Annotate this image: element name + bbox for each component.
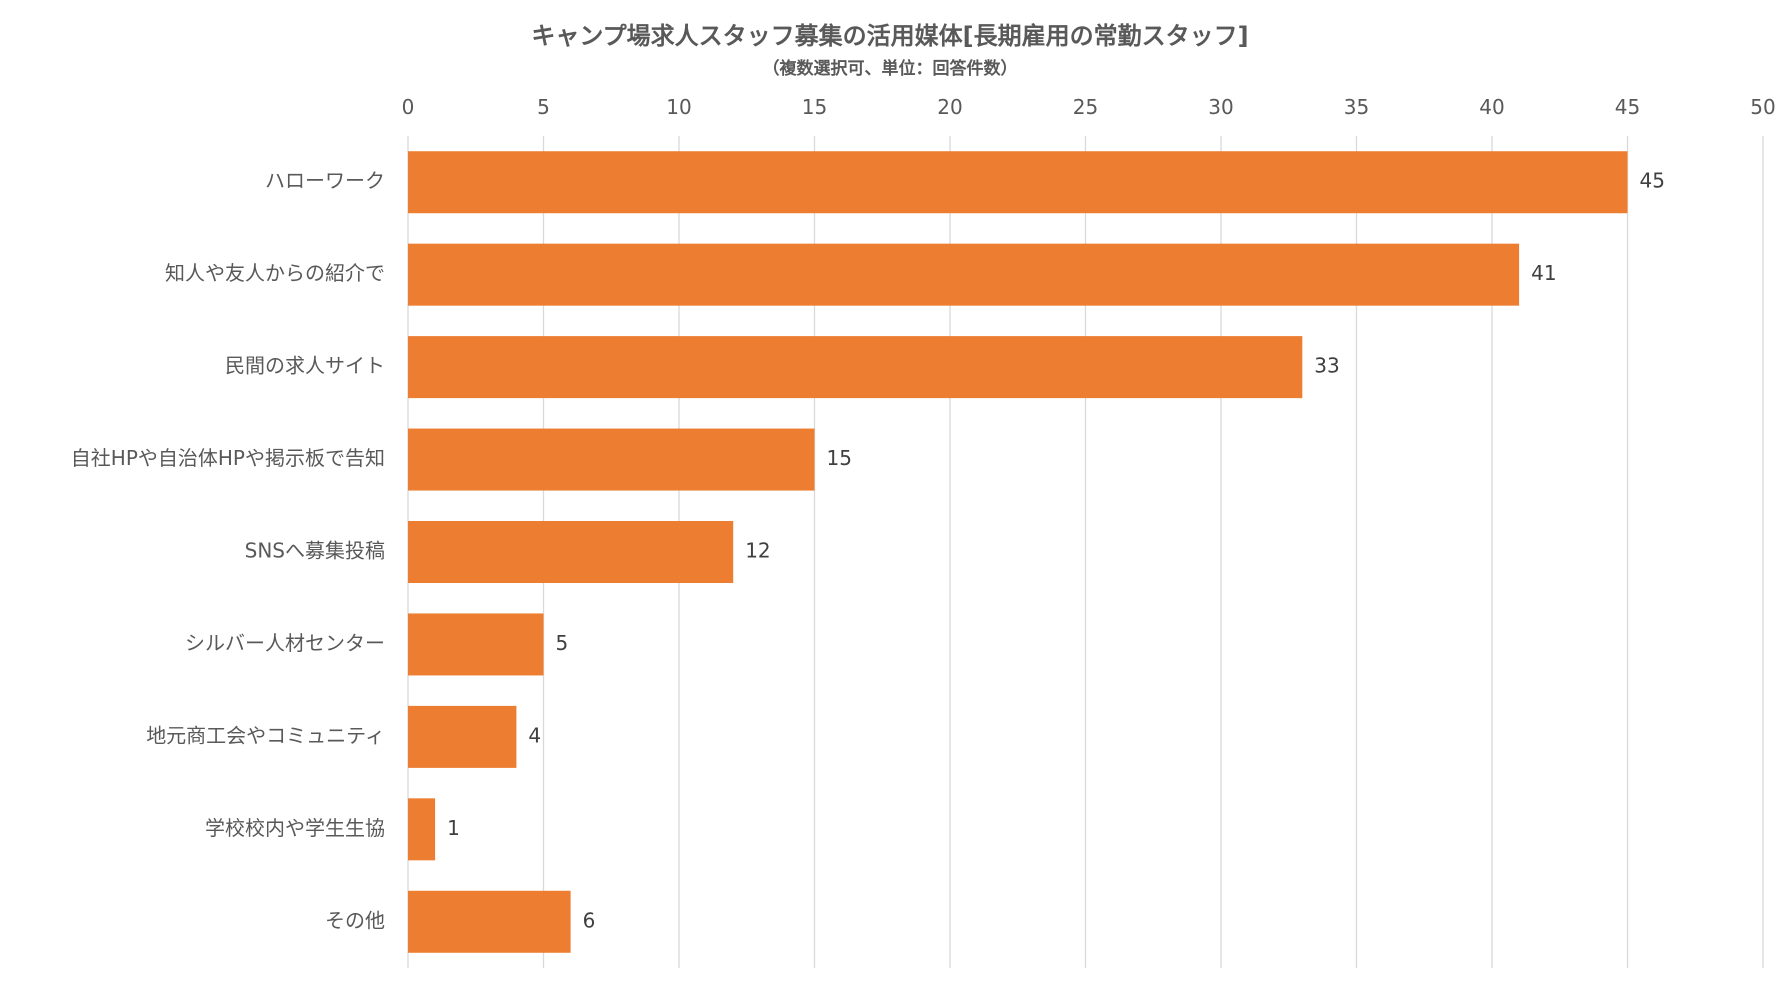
bar xyxy=(408,336,1303,399)
bar xyxy=(408,890,571,953)
data-label: 12 xyxy=(745,539,770,563)
x-tick-label: 30 xyxy=(1208,95,1233,119)
category-label: その他 xyxy=(325,908,385,932)
bar xyxy=(408,243,1520,306)
data-label: 6 xyxy=(583,908,596,932)
bar xyxy=(408,613,544,676)
bar xyxy=(408,521,734,583)
category-label: 民間の求人サイト xyxy=(225,354,385,378)
data-label: 1 xyxy=(447,816,460,840)
data-label: 15 xyxy=(827,446,852,470)
x-tick-label: 0 xyxy=(402,95,415,119)
x-tick-label: 15 xyxy=(802,95,827,119)
data-label: 5 xyxy=(556,631,569,655)
category-label: SNSへ募集投稿 xyxy=(245,539,385,563)
x-tick-label: 10 xyxy=(666,95,691,119)
bar xyxy=(408,798,436,861)
data-label: 33 xyxy=(1314,354,1339,378)
x-tick-label: 35 xyxy=(1344,95,1369,119)
chart-title: キャンプ場求人スタッフ募集の活用媒体[長期雇用の常勤スタッフ] xyxy=(531,22,1249,50)
data-label: 45 xyxy=(1640,169,1665,193)
bar xyxy=(408,428,815,491)
x-tick-label: 5 xyxy=(537,95,550,119)
x-tick-label: 45 xyxy=(1615,95,1640,119)
chart-subtitle: （複数選択可、単位：回答件数） xyxy=(762,59,1018,79)
x-tick-label: 25 xyxy=(1073,95,1098,119)
x-tick-label: 40 xyxy=(1479,95,1504,119)
x-tick-label: 20 xyxy=(937,95,962,119)
data-label: 41 xyxy=(1531,261,1556,285)
bar xyxy=(408,705,517,768)
x-tick-label: 50 xyxy=(1750,95,1775,119)
category-label: 学校校内や学生生協 xyxy=(205,816,385,840)
category-label: シルバー人材センター xyxy=(185,631,385,655)
data-label: 4 xyxy=(528,723,541,747)
category-label: 知人や友人からの紹介で xyxy=(165,261,385,285)
category-label: 自社HPや自治体HPや掲示板で告知 xyxy=(71,446,385,470)
category-label: 地元商工会やコミュニティ xyxy=(146,723,385,747)
category-label: ハローワーク xyxy=(265,169,385,193)
bar xyxy=(408,151,1628,214)
